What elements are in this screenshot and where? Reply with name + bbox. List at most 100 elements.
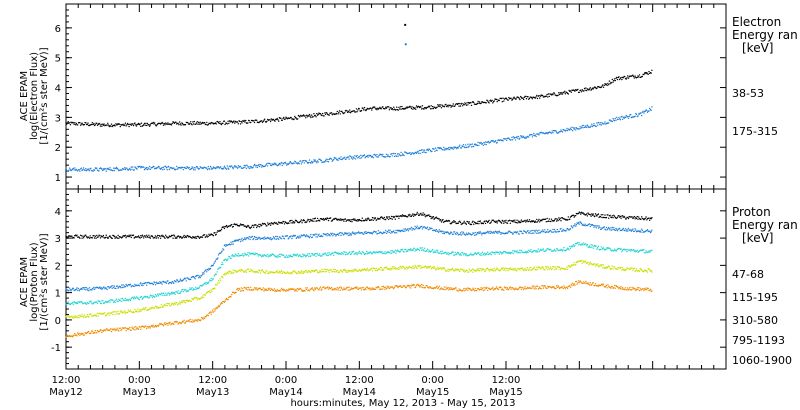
data-point: [179, 301, 181, 303]
data-point: [631, 229, 633, 231]
data-point: [392, 109, 394, 111]
data-point: [580, 126, 583, 128]
data-point: [311, 160, 313, 163]
data-point: [438, 104, 440, 106]
data-point: [454, 268, 457, 270]
data-point: [179, 278, 182, 280]
data-point: [418, 228, 421, 230]
data-point: [440, 268, 443, 270]
data-point: [339, 113, 341, 115]
data-point: [104, 236, 107, 239]
data-point: [353, 157, 355, 159]
data-point: [488, 219, 490, 222]
data-point: [360, 109, 363, 112]
data-point: [539, 97, 541, 99]
data-point: [643, 73, 645, 76]
data-point: [448, 220, 451, 222]
data-point: [624, 228, 627, 230]
data-point: [108, 314, 111, 316]
data-point: [220, 279, 222, 282]
data-point: [535, 221, 537, 223]
data-point: [144, 124, 146, 127]
data-point: [161, 306, 163, 309]
data-point: [644, 252, 646, 254]
data-point: [613, 227, 615, 229]
data-point: [326, 160, 328, 163]
data-point: [117, 168, 119, 170]
data-point: [114, 237, 116, 239]
data-point: [344, 112, 346, 114]
data-point: [81, 237, 83, 239]
data-point: [176, 165, 178, 168]
data-point: [206, 234, 208, 236]
data-point: [574, 223, 576, 225]
data-point: [348, 232, 350, 234]
data-point: [119, 300, 122, 302]
data-point: [102, 234, 105, 237]
data-point: [182, 169, 184, 171]
data-point: [79, 122, 81, 124]
data-point: [277, 254, 279, 257]
data-point: [621, 215, 624, 217]
data-point: [107, 285, 110, 288]
data-point: [86, 237, 89, 239]
data-point: [160, 122, 162, 125]
data-point: [104, 168, 107, 170]
data-point: [568, 249, 570, 251]
data-point: [388, 109, 391, 111]
data-point: [528, 97, 531, 100]
data-point: [283, 223, 286, 225]
data-point: [352, 158, 354, 160]
data-point: [222, 248, 224, 250]
data-point: [602, 247, 605, 249]
data-point: [596, 248, 598, 250]
electron-legend: Electron Energy ran [keV] 38-53 175-315: [732, 15, 798, 138]
data-point: [480, 232, 482, 234]
data-point: [92, 170, 94, 172]
data-point: [78, 290, 80, 292]
data-point: [220, 166, 222, 168]
data-point: [85, 289, 87, 291]
data-point: [184, 278, 187, 280]
data-point: [209, 291, 212, 294]
data-point: [294, 161, 297, 163]
data-point: [514, 231, 517, 233]
data-point: [459, 144, 461, 146]
data-point: [242, 253, 244, 255]
data-point: [239, 165, 242, 168]
data-point: [278, 163, 280, 166]
data-point: [144, 307, 146, 310]
data-point: [605, 83, 608, 85]
data-point: [459, 221, 462, 224]
data-point: [209, 279, 212, 282]
data-point: [301, 222, 303, 224]
data-point: [216, 284, 218, 286]
data-point: [616, 76, 618, 79]
data-point: [514, 268, 517, 270]
data-point: [93, 237, 96, 239]
data-point: [564, 90, 566, 93]
data-point: [99, 235, 101, 237]
data-point: [336, 219, 338, 221]
data-point: [178, 235, 180, 238]
data-point: [518, 268, 520, 270]
data-point: [437, 231, 440, 233]
data-point: [489, 252, 492, 254]
data-point: [105, 234, 108, 236]
data-point: [589, 225, 591, 228]
data-point: [517, 231, 519, 233]
data-point: [139, 308, 141, 311]
data-point: [393, 216, 396, 218]
data-point: [210, 167, 212, 169]
data-point: [566, 227, 569, 230]
data-point: [236, 167, 239, 169]
data-point: [254, 164, 256, 166]
data-point: [115, 167, 117, 170]
data-point: [440, 147, 443, 150]
data-point: [113, 167, 115, 169]
data-point: [381, 216, 383, 218]
data-point: [304, 115, 306, 117]
data-point: [616, 250, 618, 252]
data-point: [295, 117, 297, 119]
data-point: [274, 120, 276, 122]
